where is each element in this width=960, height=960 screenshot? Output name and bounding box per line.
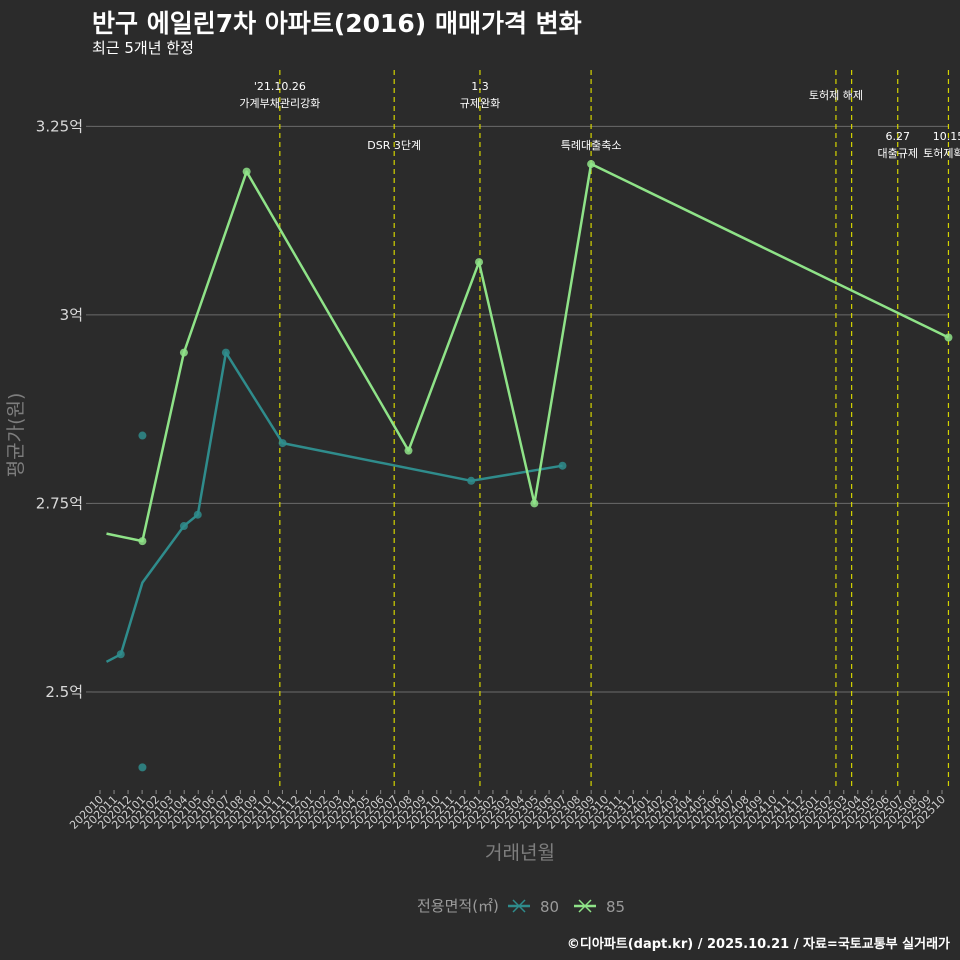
event-label: 가계부채관리강화 <box>239 97 320 110</box>
x-axis-title: 거래년월 <box>485 842 555 864</box>
event-label: 10.15 <box>933 130 960 143</box>
data-series <box>105 160 953 772</box>
y-tick-label: 2.75억 <box>36 494 83 512</box>
series-80-point <box>138 431 147 440</box>
legend-80-label: 80 <box>540 898 559 916</box>
y-axis-ticks: 2.5억 2.75억 3억 3.25억 <box>36 117 92 701</box>
legend-80-swatch-mark <box>512 899 526 913</box>
series-80-point <box>179 522 188 531</box>
legend-85-swatch-mark <box>578 899 592 913</box>
series-85-point <box>138 537 147 546</box>
legend: 전용면적(㎡) 80 85 <box>417 897 625 916</box>
series-85-line <box>106 162 950 543</box>
legend-title: 전용면적(㎡) <box>417 897 499 915</box>
series-80-point <box>138 763 147 772</box>
series-80-point <box>221 348 230 357</box>
legend-85-label: 85 <box>606 898 625 916</box>
series-80-point <box>278 439 287 448</box>
chart-title: 반구 에일린7차 아파트(2016) 매매가격 변화 <box>92 9 582 38</box>
series-80-point <box>116 650 125 659</box>
series-80-point <box>558 461 567 470</box>
event-label: '21.10.26 <box>254 80 306 93</box>
chart-subtitle: 최근 5개년 한정 <box>92 39 194 57</box>
y-tick-label: 2.5억 <box>45 683 83 701</box>
event-label: 특례대출축소 <box>561 139 622 152</box>
series-85-point <box>242 167 251 176</box>
series-85-point <box>587 160 596 169</box>
series-85-point <box>404 446 413 455</box>
series-80-point <box>467 476 476 485</box>
x-axis-ticks: 2020102020112020122021012021022021032021… <box>67 790 948 832</box>
series-85-point <box>944 333 953 342</box>
series-85-point <box>475 258 484 267</box>
event-label: 토허제 해제 <box>809 88 863 102</box>
y-tick-label: 3억 <box>60 306 83 324</box>
event-label: DSR 3단계 <box>367 139 421 152</box>
event-label: 1.3 <box>471 80 489 93</box>
source-caption: ©디아파트(dapt.kr) / 2025.10.21 / 자료=국토교통부 실… <box>566 937 950 952</box>
series-85-point <box>179 348 188 357</box>
event-label: 토허제확대 <box>923 147 960 160</box>
series-85-point <box>530 499 539 508</box>
event-label: 규제완화 <box>460 97 500 110</box>
event-label: 6.27 <box>885 130 910 143</box>
y-axis-title: 평균가(원) <box>5 393 27 478</box>
series-80-point <box>193 510 202 519</box>
event-label: 대출규제 <box>877 147 917 160</box>
gridlines <box>92 125 948 693</box>
y-tick-label: 3.25억 <box>36 117 83 135</box>
